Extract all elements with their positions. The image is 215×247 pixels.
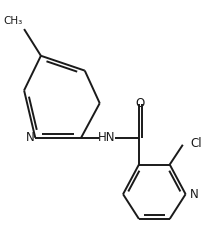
Text: CH₃: CH₃ bbox=[3, 16, 22, 26]
Text: N: N bbox=[26, 131, 35, 144]
Text: O: O bbox=[135, 97, 144, 110]
Text: N: N bbox=[190, 188, 199, 201]
Text: HN: HN bbox=[97, 131, 115, 144]
Text: Cl: Cl bbox=[190, 137, 202, 150]
